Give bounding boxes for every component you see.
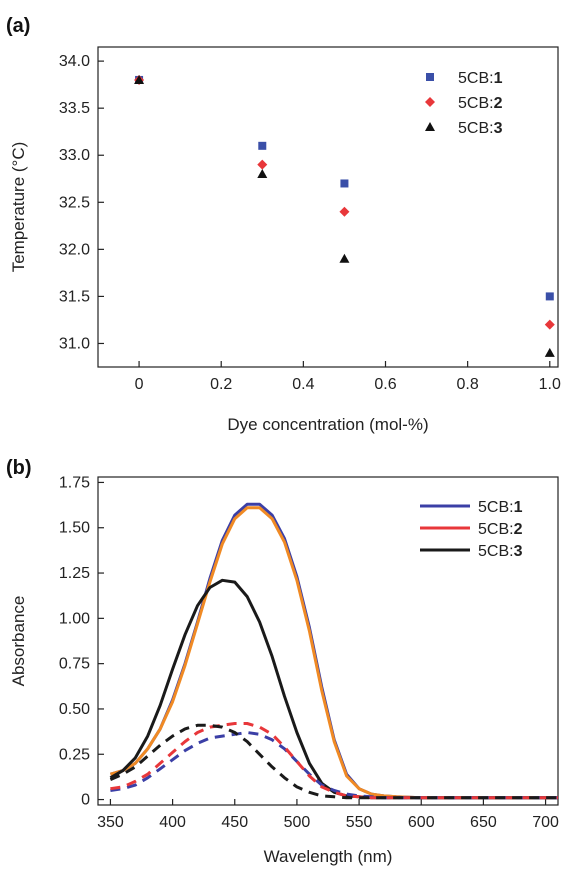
legend-label: 5CB:3: [478, 543, 523, 560]
data-point-triangle: [257, 169, 268, 179]
legend-label-number: 3: [494, 120, 503, 137]
x-tick-label: 650: [470, 814, 497, 831]
panel-b-curves: [109, 502, 558, 800]
x-tick-label: 450: [221, 814, 248, 831]
y-tick-label: 0.50: [59, 701, 90, 718]
data-point-diamond: [339, 206, 350, 217]
legend-label-prefix: 5CB:: [478, 499, 514, 516]
panel-b-y-axis-title: Absorbance: [9, 596, 28, 687]
data-point-square: [340, 179, 349, 188]
panel-a: (a) 0 0.2 0.4 0.6 0.8 1.0 31.0 31.5 32.0 32.5 33.…: [6, 15, 561, 434]
y-tick-label: 1.50: [59, 520, 90, 537]
panel-a-plot-frame: [97, 46, 559, 368]
legend-label-prefix: 5CB:: [478, 521, 514, 538]
y-tick-label: 0.75: [59, 656, 90, 673]
y-tick-label: 33.0: [59, 147, 90, 164]
x-tick-label: 1.0: [539, 376, 561, 393]
y-tick-label: 32.0: [59, 241, 90, 258]
x-tick-label: 550: [346, 814, 373, 831]
x-tick-label: 600: [408, 814, 435, 831]
legend-label-number: 3: [514, 543, 523, 560]
data-point-triangle: [425, 122, 435, 131]
x-tick-label: 0.8: [457, 376, 479, 393]
panel-b: (b) 350 400 450 500 550 600 650 700 0 0.25 0.50 0.…: [6, 457, 559, 866]
panel-a-data-points: [134, 74, 555, 357]
x-tick-label: 0: [135, 376, 144, 393]
legend-label-number: 2: [514, 521, 523, 538]
dashed-absorbance-curve: [109, 723, 558, 800]
x-tick-label: 0.6: [374, 376, 396, 393]
legend-label: 5CB:1: [458, 70, 503, 87]
y-tick-label: 0.25: [59, 746, 90, 763]
y-tick-label: 33.5: [59, 100, 90, 117]
y-tick-label: 32.5: [59, 194, 90, 211]
data-point-square: [545, 292, 554, 301]
y-tick-label: 1.75: [59, 474, 90, 491]
data-point-triangle: [544, 347, 555, 357]
y-tick-label: 31.0: [59, 335, 90, 352]
panel-b-plot-frame: [97, 476, 559, 806]
legend-label: 5CB:3: [458, 120, 503, 137]
y-tick-label: 1.25: [59, 565, 90, 582]
legend-label-prefix: 5CB:: [458, 95, 494, 112]
panel-a-x-axis-title: Dye concentration (mol-%): [227, 415, 428, 434]
x-tick-label: 500: [284, 814, 311, 831]
x-tick-label: 350: [97, 814, 124, 831]
y-tick-label: 34.0: [59, 53, 90, 70]
panel-b-label: (b): [6, 457, 32, 479]
data-point-square: [258, 141, 267, 150]
legend-label-number: 2: [494, 95, 503, 112]
x-tick-label: 0.2: [210, 376, 232, 393]
panel-b-y-ticks: 0 0.25 0.50 0.75 1.00 1.25 1.50 1.75: [59, 474, 104, 809]
x-tick-label: 0.4: [292, 376, 314, 393]
legend-label: 5CB:2: [478, 521, 523, 538]
panel-a-y-axis-title: Temperature (°C): [9, 142, 28, 273]
y-tick-label: 31.5: [59, 288, 90, 305]
data-point-diamond: [544, 319, 555, 330]
legend-label-number: 1: [494, 70, 503, 87]
data-point-triangle: [339, 253, 350, 263]
legend-label-prefix: 5CB:: [458, 70, 494, 87]
panel-b-x-axis-title: Wavelength (nm): [264, 847, 393, 866]
y-tick-label: 1.00: [59, 610, 90, 627]
panel-a-x-ticks: 0 0.2 0.4 0.6 0.8 1.0: [135, 361, 561, 393]
x-tick-label: 700: [532, 814, 559, 831]
panel-a-label: (a): [6, 15, 30, 37]
legend-label: 5CB:1: [478, 499, 523, 516]
data-point-diamond: [425, 97, 435, 107]
legend-label-number: 1: [514, 499, 523, 516]
data-point-diamond: [257, 159, 268, 170]
data-point-square: [426, 73, 434, 81]
y-tick-label: 0: [81, 792, 90, 809]
legend-label-prefix: 5CB:: [478, 543, 514, 560]
data-point-triangle: [134, 74, 145, 84]
legend-label: 5CB:2: [458, 95, 503, 112]
dashed-absorbance-curve: [110, 722, 558, 800]
panel-b-x-ticks: 350 400 450 500 550 600 650 700: [97, 799, 559, 831]
legend-label-prefix: 5CB:: [458, 120, 494, 137]
x-tick-label: 400: [159, 814, 186, 831]
panel-a-y-ticks: 31.0 31.5 32.0 32.5 33.0 33.5 34.0: [59, 53, 104, 352]
